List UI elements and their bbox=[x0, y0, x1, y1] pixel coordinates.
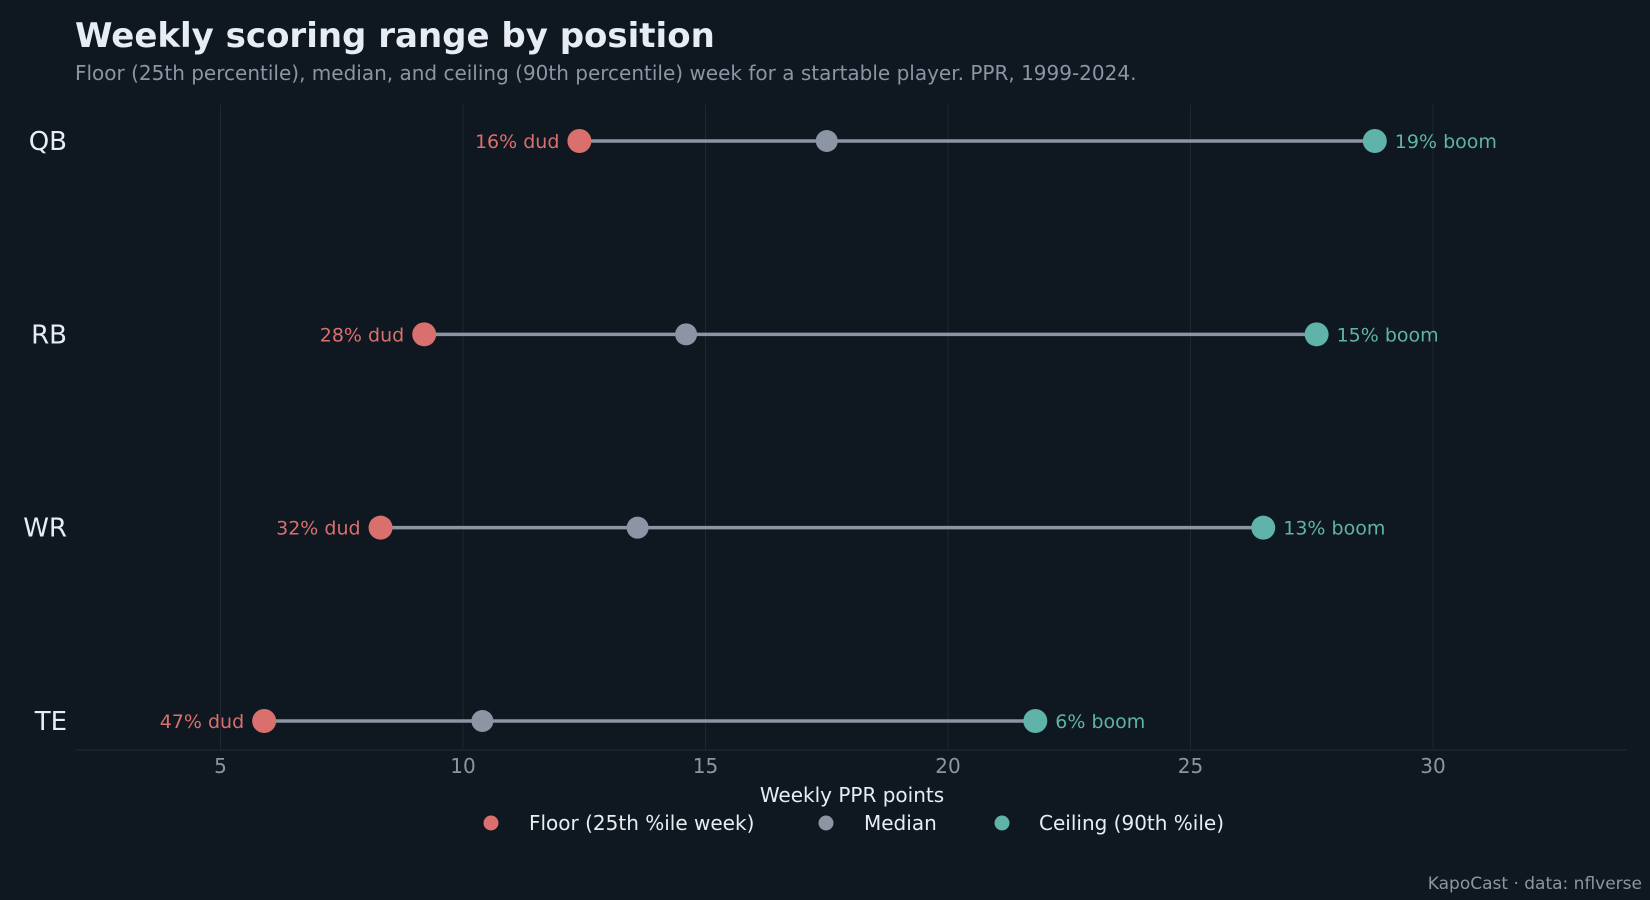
x-tick-label: 15 bbox=[693, 754, 718, 778]
footer-credit: KapoCast · data: nflverse bbox=[1427, 874, 1642, 894]
floor-label-rb: 28% dud bbox=[320, 324, 404, 346]
x-tick-label: 30 bbox=[1420, 754, 1445, 778]
x-tick-label: 25 bbox=[1178, 754, 1203, 778]
ceiling-label-rb: 15% boom bbox=[1337, 324, 1439, 346]
x-tick-label: 10 bbox=[450, 754, 475, 778]
median-point-te bbox=[471, 710, 494, 732]
chart-title: Weekly scoring range by position bbox=[75, 16, 715, 56]
legend-entry-floor-marker bbox=[483, 815, 499, 831]
floor-point-qb bbox=[567, 129, 592, 153]
chart-subtitle: Floor (25th percentile), median, and cei… bbox=[75, 61, 1137, 85]
legend-entry-median-marker bbox=[818, 815, 834, 831]
category-label-te: TE bbox=[34, 707, 67, 737]
ceiling-point-qb bbox=[1362, 129, 1387, 153]
median-point-rb bbox=[675, 323, 698, 346]
legend-entry-ceiling-marker bbox=[994, 815, 1010, 831]
ceiling-point-te bbox=[1023, 709, 1048, 733]
x-tick-label: 5 bbox=[214, 754, 227, 778]
category-label-wr: WR bbox=[23, 514, 67, 544]
ceiling-point-rb bbox=[1304, 322, 1329, 347]
legend-entry-median-label: Median bbox=[864, 811, 937, 835]
legend-entry-floor-label: Floor (25th %ile week) bbox=[529, 811, 754, 835]
floor-label-qb: 16% dud bbox=[475, 131, 559, 153]
floor-point-rb bbox=[412, 322, 437, 347]
ceiling-label-te: 6% boom bbox=[1055, 711, 1145, 733]
floor-point-te bbox=[252, 709, 277, 733]
ceiling-label-wr: 13% boom bbox=[1283, 518, 1385, 540]
x-axis-title: Weekly PPR points bbox=[760, 783, 944, 807]
floor-label-wr: 32% dud bbox=[276, 518, 360, 540]
median-point-wr bbox=[626, 516, 649, 539]
floor-point-wr bbox=[368, 515, 393, 540]
ceiling-label-qb: 19% boom bbox=[1395, 131, 1497, 153]
floor-label-te: 47% dud bbox=[160, 711, 244, 733]
x-tick-label: 20 bbox=[935, 754, 960, 778]
legend-entry-ceiling-label: Ceiling (90th %ile) bbox=[1039, 811, 1224, 835]
category-label-qb: QB bbox=[29, 127, 67, 157]
category-label-rb: RB bbox=[31, 320, 67, 350]
ceiling-point-wr bbox=[1251, 515, 1276, 540]
median-point-qb bbox=[815, 130, 838, 152]
